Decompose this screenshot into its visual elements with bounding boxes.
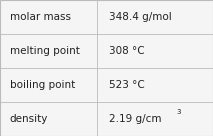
Text: 2.19 g/cm: 2.19 g/cm bbox=[109, 114, 161, 124]
Text: 3: 3 bbox=[176, 109, 181, 115]
Text: boiling point: boiling point bbox=[10, 80, 75, 90]
Text: molar mass: molar mass bbox=[10, 12, 71, 22]
Text: 348.4 g/mol: 348.4 g/mol bbox=[109, 12, 171, 22]
Text: density: density bbox=[10, 114, 48, 124]
Text: melting point: melting point bbox=[10, 46, 79, 56]
Text: 308 °C: 308 °C bbox=[109, 46, 144, 56]
Text: 523 °C: 523 °C bbox=[109, 80, 144, 90]
